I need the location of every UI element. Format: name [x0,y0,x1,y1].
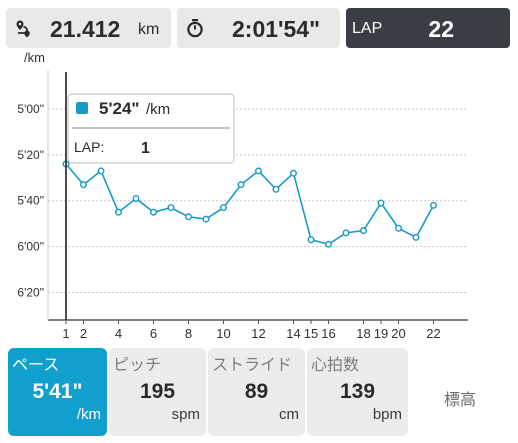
pace-point[interactable] [290,169,298,177]
y-tick-labels: 5'00" 5'20" 5'40" 6'00" 6'20" [17,102,44,299]
pace-point[interactable] [254,167,262,175]
x-tick-label: 15 [304,326,318,341]
x-tick-label: 12 [251,326,265,341]
distance-value: 21.412 [50,16,121,42]
pace-point[interactable] [167,204,175,212]
pace-line-chart[interactable]: /km 5'00"5'20"5'40"6'00"6'20" 1 2 4 6 8 10 12 1… [0,42,518,348]
lap-label: LAP [352,20,383,37]
stride-tab-label: ストライド [212,357,293,374]
y-tick-label: 5'20" [17,148,44,162]
pace-point[interactable] [412,233,420,241]
x-tick-label: 1 [62,326,69,341]
pace-point[interactable] [184,213,192,221]
distance-box: 21.412 km [6,8,171,48]
pace-points [62,160,438,248]
route-pin-icon [16,20,30,38]
heart-rate-tab-value: 139 [339,380,376,403]
x-tick-label: 2 [80,326,87,341]
y-tick-label: 6'20" [17,285,44,299]
pace-point[interactable] [202,215,210,223]
metric-tabs: ペース 5'41" /km ピッチ 195 spm ストライド 89 cm 心拍… [0,348,518,440]
y-tick-label: 5'00" [17,102,44,116]
pace-tab-value: 5'41" [32,380,83,403]
pace-point[interactable] [377,199,385,207]
pace-series-line [65,163,435,246]
x-tick-label: 10 [216,326,230,341]
heart-rate-tab-unit: bpm [372,406,402,423]
pace-point[interactable] [219,204,227,212]
pace-point[interactable] [342,229,350,237]
tab-cadence[interactable]: ピッチ 195 spm [109,348,206,436]
pace-point[interactable] [430,201,438,209]
cadence-tab-label: ピッチ [113,357,162,374]
x-tick-label: 22 [426,326,440,341]
y-axis-label: /km [24,50,45,65]
tooltip-pace-value: 5'24" [99,99,139,118]
pace-point[interactable] [395,224,403,232]
x-tick-label: 16 [321,326,335,341]
tooltip-lap-label: LAP: [74,139,104,155]
pace-point[interactable] [114,208,122,216]
summary-bar: 21.412 km 2:01'54" LAP 22 [0,0,518,56]
x-tick-label: 18 [356,326,370,341]
x-tick-label: 4 [115,326,122,341]
elevation-tab-label: 標高 [443,392,476,409]
x-tick-label: 14 [286,326,300,341]
distance-unit: km [138,21,160,38]
pace-point[interactable] [149,208,157,216]
y-tick-label: 5'40" [17,194,44,208]
cadence-tab-value: 195 [139,380,176,403]
time-value: 2:01'54" [232,16,320,42]
cadence-tab-unit: spm [171,406,200,423]
tab-stride[interactable]: ストライド 89 cm [208,348,305,436]
x-tick-label: 6 [150,326,157,341]
lap-value: 22 [428,16,454,42]
pace-point[interactable] [132,194,140,202]
stride-tab-unit: cm [279,406,299,423]
stride-tab-value: 89 [244,380,269,403]
x-tick-label: 8 [185,326,192,341]
pace-tab-unit: /km [76,406,101,423]
stopwatch-icon [187,19,203,38]
tab-pace[interactable]: ペース 5'41" /km [8,348,107,436]
pace-tab-label: ペース [12,357,60,374]
time-box: 2:01'54" [177,8,340,48]
lap-box: LAP 22 [346,8,510,48]
pace-point[interactable] [79,181,87,189]
tab-heart-rate[interactable]: 心拍数 139 bpm [307,348,408,436]
heart-rate-tab-label: 心拍数 [311,357,360,374]
x-tick-labels: 1 2 4 6 8 10 12 14 15 16 18 19 20 22 [62,320,441,341]
tooltip-color-swatch [76,102,88,114]
pace-point[interactable] [272,185,280,193]
x-tick-label: 19 [374,326,388,341]
pace-point[interactable] [325,240,333,248]
pace-tooltip: 5'24" /km LAP: 1 [67,93,235,164]
tooltip-pace-unit: /km [146,101,170,118]
pace-point[interactable] [97,167,105,175]
pace-point[interactable] [307,236,315,244]
x-tick-label: 20 [391,326,405,341]
pace-point[interactable] [360,227,368,235]
y-tick-label: 6'00" [17,240,44,254]
pace-point[interactable] [237,181,245,189]
tooltip-lap-value: 1 [141,140,150,157]
tab-elevation[interactable]: 標高 [412,348,508,436]
